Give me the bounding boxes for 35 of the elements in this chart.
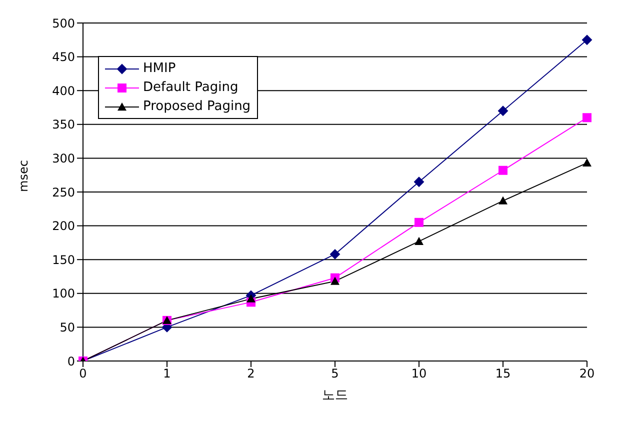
point — [498, 166, 508, 175]
x-axis-title: 노드 — [322, 388, 348, 403]
y-tick-label: 300 — [52, 151, 75, 166]
x-tick-label: 20 — [579, 366, 595, 381]
y-tick-label: 500 — [52, 16, 75, 30]
point — [414, 236, 424, 245]
y-tick-label: 0 — [67, 354, 75, 368]
x-tick-label: 5 — [331, 366, 339, 381]
point — [498, 196, 508, 204]
point — [330, 276, 340, 285]
y-tick-label: 350 — [52, 118, 75, 132]
point — [414, 218, 424, 227]
y-tick-label: 200 — [52, 219, 75, 234]
x-tick-label: 15 — [495, 366, 511, 381]
y-tick-label: 150 — [52, 252, 75, 267]
legend-label: Proposed Paging — [143, 98, 251, 116]
x-tick-label: 10 — [411, 366, 427, 381]
y-tick-label: 450 — [52, 50, 75, 64]
point — [330, 249, 340, 260]
point — [582, 34, 592, 45]
point — [246, 294, 256, 302]
legend-label: Default Paging — [143, 79, 238, 97]
point — [582, 113, 592, 122]
x-tick-label: 2 — [247, 366, 255, 381]
point — [414, 176, 424, 187]
point — [498, 106, 508, 116]
y-axis-title: msec — [16, 160, 30, 192]
y-tick-label: 250 — [52, 185, 75, 200]
y-tick-label: 400 — [52, 84, 75, 98]
y-tick-label: 50 — [60, 320, 75, 334]
legend-label: HMIP — [143, 60, 176, 78]
point — [582, 158, 592, 167]
y-tick-label: 100 — [52, 286, 75, 301]
x-tick-label: 0 — [79, 366, 87, 381]
x-tick-label: 1 — [163, 366, 171, 381]
